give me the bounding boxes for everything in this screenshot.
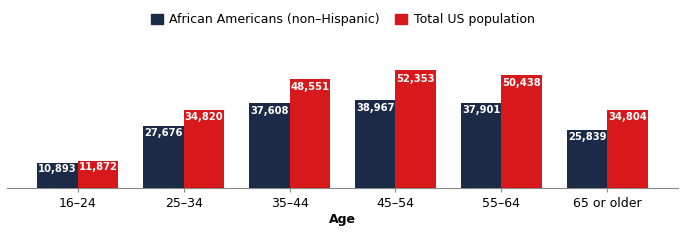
Bar	[501, 74, 542, 188]
Bar	[143, 126, 184, 188]
Bar	[184, 110, 224, 188]
Text: 48,551: 48,551	[290, 82, 329, 92]
Text: 25,839: 25,839	[568, 132, 606, 142]
Text: 11,872: 11,872	[78, 162, 117, 172]
Text: 27,676: 27,676	[145, 127, 183, 138]
Bar	[395, 70, 436, 188]
Text: 50,438: 50,438	[502, 78, 541, 88]
Bar	[461, 103, 501, 188]
Bar	[249, 103, 290, 188]
Text: 37,608: 37,608	[250, 106, 288, 116]
Text: 34,820: 34,820	[184, 112, 223, 122]
Text: 52,353: 52,353	[397, 74, 435, 84]
Bar	[567, 130, 608, 188]
Text: 37,901: 37,901	[462, 105, 501, 115]
Bar	[608, 110, 647, 188]
Text: 34,804: 34,804	[608, 112, 647, 122]
Text: 38,967: 38,967	[356, 103, 395, 113]
Bar	[38, 163, 77, 188]
Legend: African Americans (non–Hispanic), Total US population: African Americans (non–Hispanic), Total …	[145, 8, 540, 31]
Text: 10,893: 10,893	[38, 164, 77, 174]
Bar	[356, 100, 395, 188]
X-axis label: Age: Age	[329, 213, 356, 226]
Bar	[77, 161, 118, 188]
Bar	[290, 79, 329, 188]
